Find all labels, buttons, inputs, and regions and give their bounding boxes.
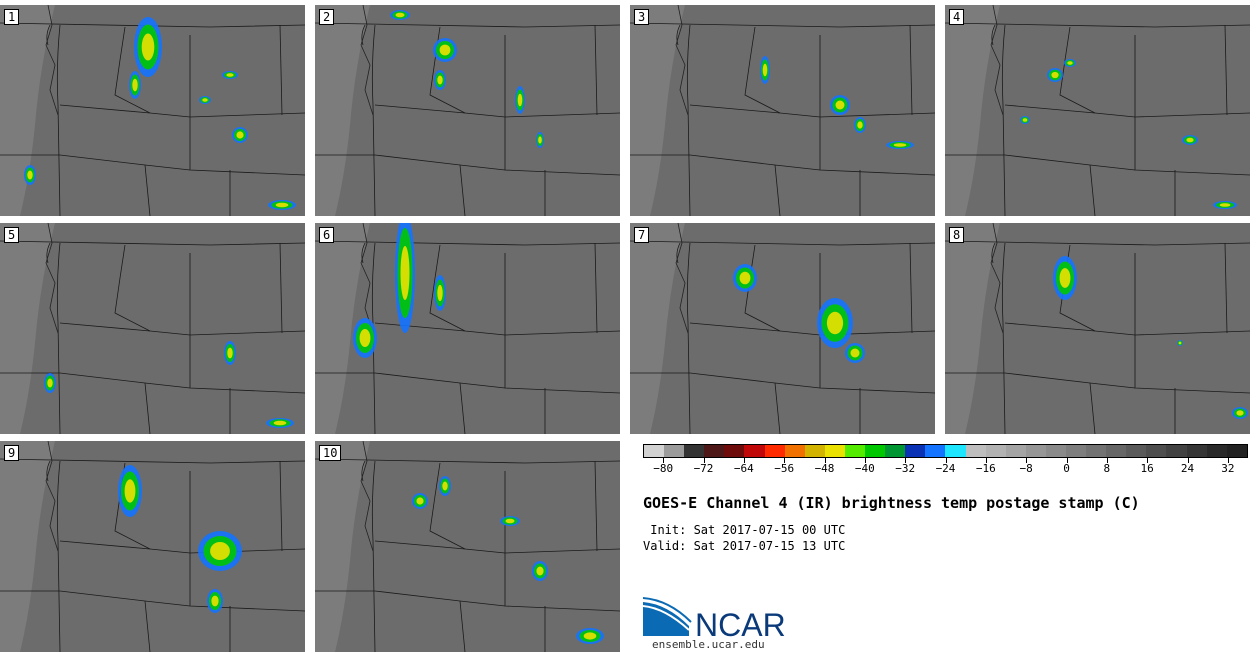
colorbar-segment [844, 445, 866, 457]
panel-number: 8 [949, 227, 965, 243]
panel-number: 9 [4, 445, 20, 461]
panel-number: 3 [634, 9, 650, 25]
panel-number: 2 [319, 9, 335, 25]
colorbar-tick-label: 16 [1140, 462, 1154, 475]
colorbar-tick [703, 458, 705, 463]
colorbar-segment [704, 445, 725, 457]
colorbar-tick [1227, 458, 1229, 463]
colorbar-tick-label: 0 [1063, 462, 1070, 475]
colorbar-tick [945, 458, 947, 463]
panel-9: 9 [0, 441, 305, 652]
panel-1: 1 [0, 5, 305, 216]
site-url: ensemble.ucar.edu [652, 638, 765, 651]
map-image [0, 5, 305, 216]
panel-number: 7 [634, 227, 650, 243]
map-image [315, 223, 620, 434]
colorbar-segment [824, 445, 845, 457]
colorbar-segment [664, 445, 685, 457]
panel-8: 8 [945, 223, 1250, 434]
panel-number: 10 [319, 445, 342, 461]
ncar-logo: NCAR [643, 597, 786, 640]
colorbar-segment [965, 445, 986, 457]
colorbar-tick-label: −16 [975, 462, 996, 475]
colorbar-segment [1206, 445, 1227, 457]
colorbar-segment [1045, 445, 1066, 457]
colorbar-segment [1226, 445, 1247, 457]
colorbar-tick-label: −24 [935, 462, 956, 475]
colorbar-segment [865, 445, 886, 457]
panel-6: 6 [315, 223, 620, 434]
panel-number: 1 [4, 9, 20, 25]
colorbar-tick-label: −80 [653, 462, 674, 475]
map-image [630, 223, 935, 434]
colorbar-tick [784, 458, 786, 463]
colorbar-tick-label: 24 [1180, 462, 1195, 475]
plot-title: GOES-E Channel 4 (IR) brightness temp po… [643, 494, 1140, 512]
colorbar-tick [663, 458, 665, 463]
map-image [0, 441, 305, 652]
panel-10: 10 [315, 441, 620, 652]
colorbar-tick [1026, 458, 1028, 463]
colorbar-tick [985, 458, 987, 463]
panel-number: 6 [319, 227, 335, 243]
colorbar-segment [945, 445, 966, 457]
colorbar-tick-label: −40 [854, 462, 875, 475]
colorbar-tick [864, 458, 866, 463]
colorbar-segment [905, 445, 926, 457]
map-image [0, 223, 305, 434]
ncar-logo-text: NCAR [695, 607, 786, 640]
map-image [315, 441, 620, 652]
panel-2: 2 [315, 5, 620, 216]
colorbar-tick-label: −8 [1019, 462, 1033, 475]
map-image [315, 5, 620, 216]
colorbar-tick [1066, 458, 1068, 463]
colorbar-tick [743, 458, 745, 463]
panel-3: 3 [630, 5, 935, 216]
map-image [945, 5, 1250, 216]
colorbar-segment [724, 445, 745, 457]
colorbar-tick [1147, 458, 1149, 463]
colorbar [643, 444, 1248, 458]
colorbar-segment [1186, 445, 1207, 457]
colorbar-tick-label: −32 [895, 462, 916, 475]
colorbar-segment [885, 445, 906, 457]
colorbar-tick-label: −72 [693, 462, 714, 475]
colorbar-tick [1106, 458, 1108, 463]
colorbar-ticks: −80 −72 −64 −56 −48 −40 −32 −24 −16 −8 0 8 16 24 32 [643, 458, 1248, 478]
colorbar-segment [1065, 445, 1087, 457]
colorbar-segment [1126, 445, 1147, 457]
colorbar-segment [1086, 445, 1107, 457]
colorbar-segment [644, 445, 665, 457]
colorbar-tick [824, 458, 826, 463]
map-image [630, 5, 935, 216]
colorbar-segment [764, 445, 785, 457]
colorbar-tick-label: 8 [1103, 462, 1111, 475]
panel-7: 7 [630, 223, 935, 434]
init-time: Init: Sat 2017-07-15 00 UTC [643, 523, 846, 537]
colorbar-segment [1106, 445, 1127, 457]
colorbar-segment [1166, 445, 1187, 457]
panel-number: 4 [949, 9, 965, 25]
valid-time: Valid: Sat 2017-07-15 13 UTC [643, 539, 846, 553]
panel-4: 4 [945, 5, 1250, 216]
colorbar-segment [1005, 445, 1026, 457]
panel-number: 5 [4, 227, 20, 243]
colorbar-tick-label: −64 [733, 462, 754, 475]
colorbar-tick-label: −48 [814, 462, 835, 475]
colorbar-tick-label: −56 [774, 462, 795, 475]
colorbar-segment [684, 445, 705, 457]
colorbar-tick [905, 458, 907, 463]
colorbar-segment [1025, 445, 1046, 457]
colorbar-tick-label: 32 [1221, 462, 1235, 475]
colorbar-segment [784, 445, 805, 457]
colorbar-segment [804, 445, 825, 457]
panel-5: 5 [0, 223, 305, 434]
map-image [945, 223, 1250, 434]
colorbar-segment [985, 445, 1006, 457]
colorbar-segment [925, 445, 946, 457]
colorbar-tick [1187, 458, 1189, 463]
colorbar-segment [1146, 445, 1167, 457]
colorbar-segment [744, 445, 765, 457]
